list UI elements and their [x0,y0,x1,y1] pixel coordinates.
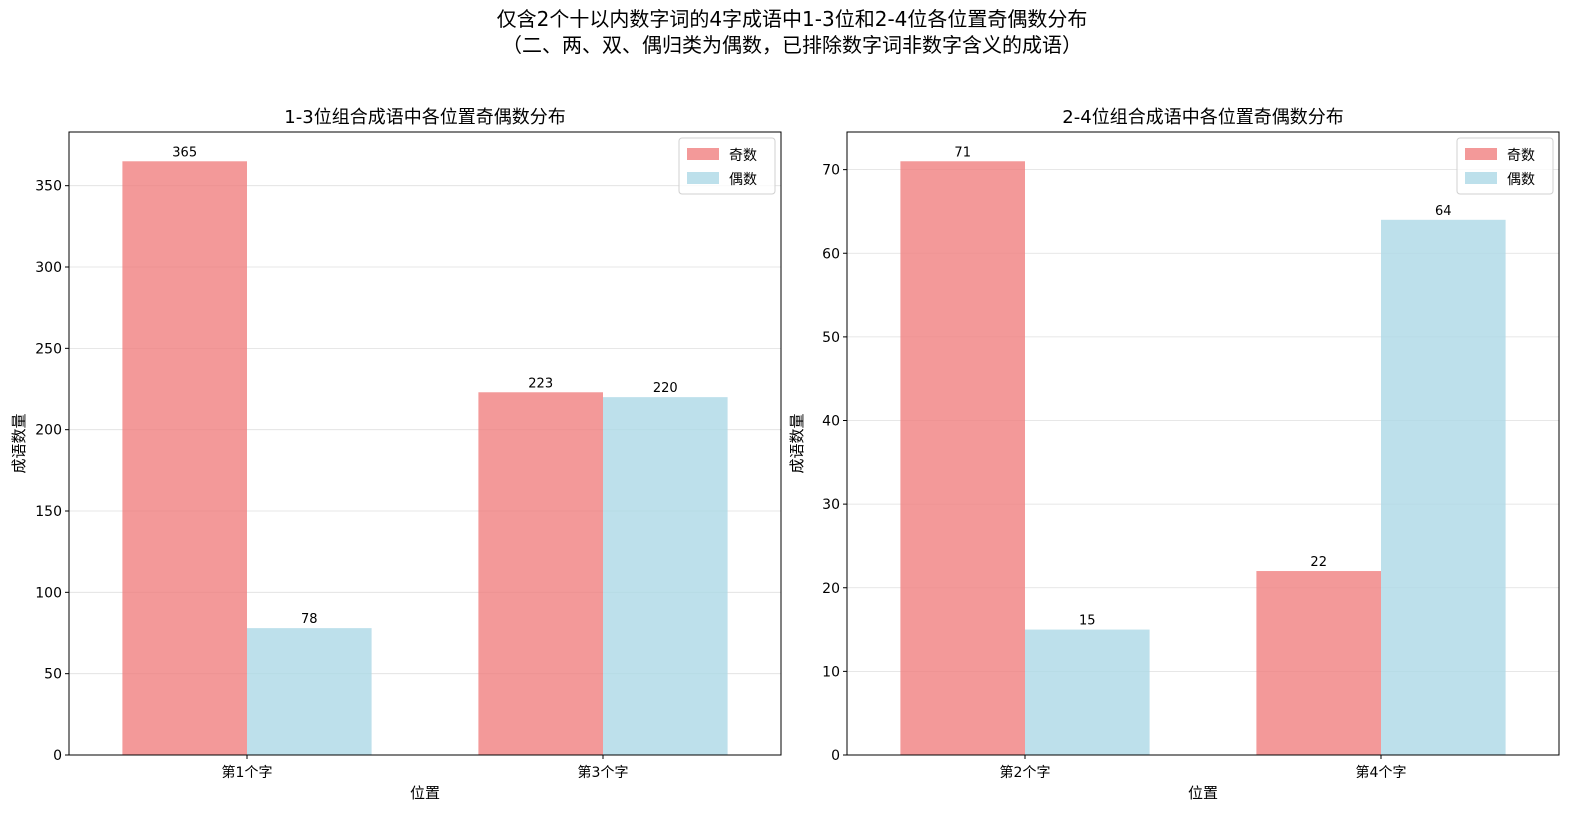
y-tick-label: 20 [822,581,840,597]
plot-frame [846,131,1560,756]
bar-value-label: 15 [1079,614,1096,629]
legend-swatch-odd [687,148,719,160]
x-tick-label: 第4个字 [1356,764,1407,781]
chart-title: 2-4位组合成语中各位置奇偶数分布 [1062,107,1343,128]
bar-odd-2 [478,392,603,755]
bar-value-label: 220 [653,381,678,396]
bar-value-label: 365 [172,145,197,160]
y-tick-label: 50 [44,667,62,683]
y-tick-label: 150 [35,504,62,520]
bar-even-2 [603,397,728,755]
bar-even-1 [247,628,372,755]
x-axis-label: 位置 [410,784,440,802]
y-tick-label: 10 [822,664,840,680]
y-tick-label: 50 [822,330,840,346]
legend-label: 偶数 [1507,172,1535,188]
bar-value-label: 64 [1435,204,1452,219]
chart-panel-1: 365 223 78 220 0 50 100 150 200 250 300 350 第1个字 第3个字… [10,107,782,802]
bar-value-label: 22 [1310,555,1327,570]
chart-panel-2: 71 22 15 64 0 10 20 30 40 50 60 70 第2个字 第4个字 2-4位组合成语中… [788,107,1560,802]
legend-swatch-odd [1465,148,1497,160]
y-tick-label: 40 [822,414,840,430]
bar-value-label: 78 [301,612,318,627]
x-axis-label: 位置 [1188,784,1218,802]
legend-label: 奇数 [1507,147,1535,164]
bar-even-2 [1381,219,1506,756]
y-tick-label: 100 [35,585,62,601]
legend-box [678,137,776,195]
figure-subtitle: （二、两、双、偶归类为偶数，已排除数字词非数字含义的成语） [502,33,1082,57]
y-tick-label: 250 [35,341,62,357]
bar-odd-1 [900,161,1025,756]
bar-odd-2 [1256,571,1381,755]
y-tick-label: 0 [831,748,840,764]
chart-title: 1-3位组合成语中各位置奇偶数分布 [284,107,565,128]
y-tick-label: 200 [35,423,62,439]
legend-box [1456,137,1554,195]
y-axis-label: 成语数量 [10,413,28,473]
y-tick-label: 30 [822,497,840,513]
x-tick-label: 第1个字 [222,764,273,781]
x-tick-label: 第3个字 [578,764,629,781]
legend-swatch-even [1465,172,1497,184]
y-axis-label: 成语数量 [788,413,806,473]
y-tick-label: 70 [822,163,840,179]
legend-label: 偶数 [729,172,757,188]
bar-odd-1 [122,161,247,756]
bar-value-label: 71 [954,145,971,160]
figure-title: 仅含2个十以内数字词的4字成语中1-3位和2-4位各位置奇偶数分布 [496,7,1088,31]
y-tick-label: 0 [53,748,62,764]
y-tick-label: 300 [35,260,62,276]
legend-label: 奇数 [729,147,757,164]
legend-swatch-even [687,172,719,184]
x-tick-label: 第2个字 [1000,764,1051,781]
y-tick-label: 60 [822,246,840,262]
bar-even-1 [1025,629,1150,755]
y-tick-label: 350 [35,179,62,195]
bar-value-label: 223 [528,376,553,391]
plot-frame [68,131,782,756]
